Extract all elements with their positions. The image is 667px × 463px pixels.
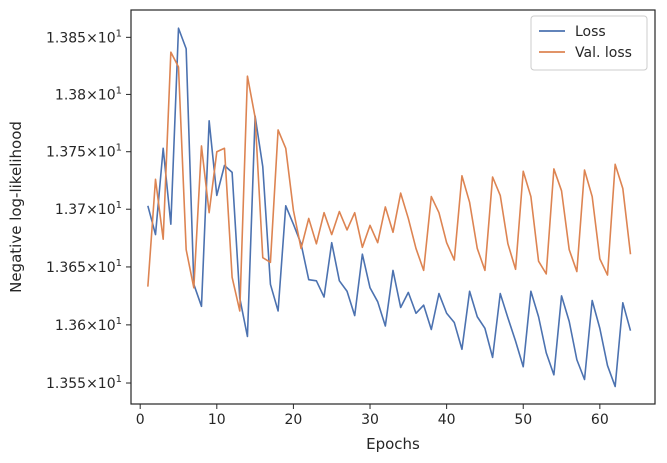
x-tick-label: 50 xyxy=(514,412,532,428)
x-tick-label: 30 xyxy=(361,412,379,428)
legend-box xyxy=(530,15,648,71)
x-axis-label: Epochs xyxy=(366,435,420,453)
y-tick-label: 1.385×101 xyxy=(46,28,122,46)
y-tick-label: 1.36×101 xyxy=(55,316,122,334)
series-layer xyxy=(147,27,632,388)
x-tick-label: 40 xyxy=(438,412,456,428)
y-tick-label: 1.375×101 xyxy=(46,143,122,161)
y-tick-label: 1.355×101 xyxy=(46,374,122,392)
y-axis-label: Negative log-likelihood xyxy=(7,121,25,293)
x-tick-label: 10 xyxy=(208,412,226,428)
plot-frame xyxy=(130,9,656,405)
y-axis-ticks: 1.355×101 1.36×101 1.365×101 1.37×101 1.375×… xyxy=(46,28,131,392)
y-tick-label: 1.37×101 xyxy=(55,200,122,218)
x-tick-label: 20 xyxy=(284,412,302,428)
legend: Loss Val. loss xyxy=(530,15,648,71)
legend-label: Val. loss xyxy=(575,45,632,61)
series-line-loss xyxy=(147,27,632,388)
y-tick-label: 1.365×101 xyxy=(46,258,122,276)
series-line-val-loss xyxy=(147,51,632,312)
legend-label: Loss xyxy=(575,24,606,40)
x-tick-label: 60 xyxy=(591,412,609,428)
x-tick-label: 0 xyxy=(136,412,145,428)
x-axis-ticks: 0 10 20 30 40 50 60 xyxy=(136,404,609,428)
y-tick-label: 1.38×101 xyxy=(55,85,122,103)
